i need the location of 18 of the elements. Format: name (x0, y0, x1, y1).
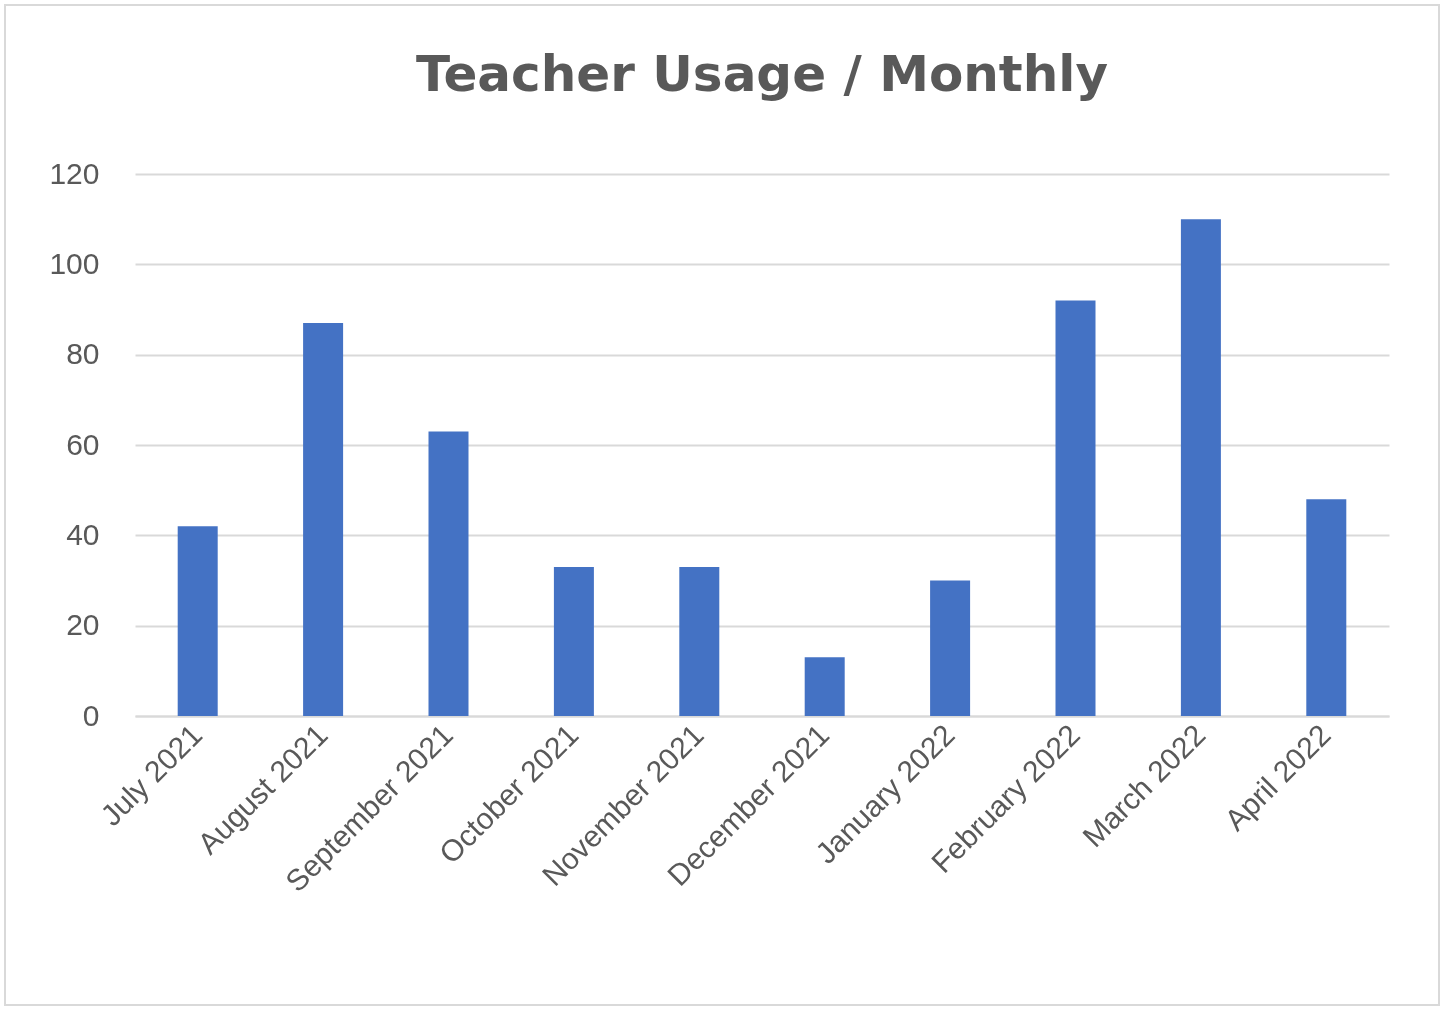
y-tick-label: 100 (49, 246, 100, 280)
bar (303, 323, 344, 716)
bar (428, 431, 469, 716)
y-tick-label: 80 (66, 337, 100, 371)
y-tick-label: 40 (66, 517, 100, 551)
bar (679, 566, 720, 716)
chart-title: Teacher Usage / Monthly (415, 45, 1109, 103)
y-tick-label: 20 (66, 608, 100, 642)
bar (1055, 300, 1096, 716)
bar (804, 657, 845, 716)
y-tick-label: 60 (66, 427, 100, 461)
y-tick-label: 0 (82, 698, 100, 732)
bar (1180, 219, 1221, 716)
bar (553, 566, 594, 716)
bar (1306, 499, 1347, 716)
y-tick-label: 120 (49, 156, 100, 190)
bar (177, 526, 218, 716)
bar (930, 580, 971, 716)
